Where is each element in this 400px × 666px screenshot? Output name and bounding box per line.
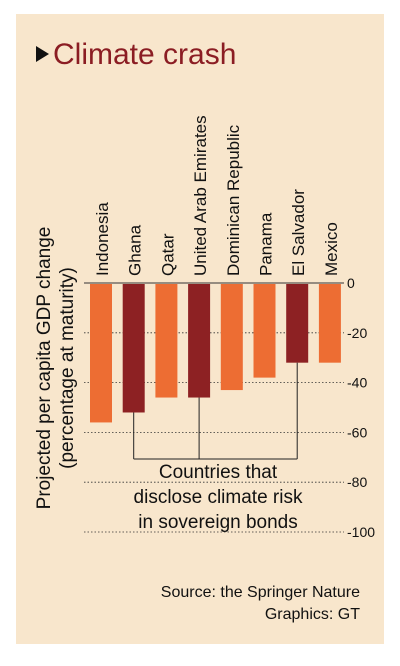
y-axis-label: Projected per capita GDP change (percent… xyxy=(34,227,78,510)
source-credit: Source: the Springer Nature Graphics: GT xyxy=(161,582,360,626)
source-line: Source: the Springer Nature xyxy=(160,584,360,601)
annotation-line-2: disclose climate risk xyxy=(134,487,303,508)
y-tick-label: 0 xyxy=(347,275,355,291)
category-label: United Arab Emirates xyxy=(191,115,210,276)
annotation: Countries that disclose climate risk in … xyxy=(134,462,303,533)
category-label: El Salvador xyxy=(289,189,308,276)
graphics-line: Graphics: GT xyxy=(264,606,360,623)
bars xyxy=(90,284,341,423)
bar xyxy=(155,284,178,398)
annotation-line-1: Countries that xyxy=(159,462,278,483)
y-tick-label: -40 xyxy=(347,375,367,391)
annotation-line-3: in sovereign bonds xyxy=(138,512,298,533)
y-tick-label: -20 xyxy=(347,325,367,341)
bar xyxy=(188,284,211,398)
bar xyxy=(220,284,243,391)
category-label: Indonesia xyxy=(93,202,112,276)
category-labels: Indonesia Ghana Qatar United Arab Emirates D… xyxy=(93,115,341,276)
bar xyxy=(90,284,112,423)
category-label: Qatar xyxy=(158,233,177,276)
category-label: Ghana xyxy=(126,224,145,276)
annotation-bracket xyxy=(133,362,298,460)
chart-title: Climate crash xyxy=(36,38,236,72)
bar xyxy=(318,284,341,363)
category-label: Panama xyxy=(257,212,276,276)
category-label: Mexico xyxy=(322,222,341,276)
bar xyxy=(253,284,276,378)
title-text: Climate crash xyxy=(53,38,237,71)
bar xyxy=(122,284,145,413)
bar xyxy=(286,284,309,363)
y-tick-label: -100 xyxy=(347,524,375,540)
category-label: Dominican Republic xyxy=(224,124,243,276)
y-tick-label: -60 xyxy=(347,424,367,440)
y-axis-label-line-1: Projected per capita GDP change xyxy=(34,227,55,510)
play-arrow-icon xyxy=(36,46,49,62)
y-axis-label-line-2: (percentage at maturity) xyxy=(57,267,78,469)
y-tick-label: -80 xyxy=(347,474,367,490)
y-tick-labels: 0 -20 -40 -60 -80 -100 xyxy=(347,275,375,540)
